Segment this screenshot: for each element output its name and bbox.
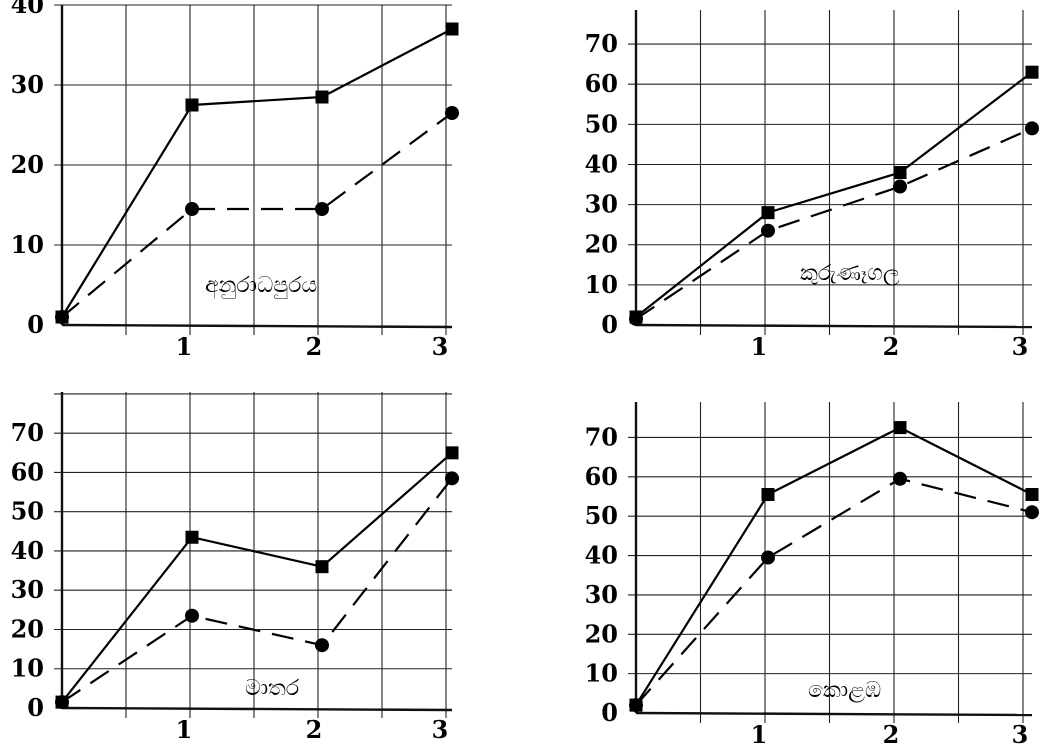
- x-axis: [635, 711, 1033, 717]
- x-tick-label: 2: [306, 715, 323, 744]
- data-point-circle: [315, 202, 329, 216]
- y-tick-label: 0: [601, 310, 618, 339]
- chart-title: කුරුණෑගල: [800, 261, 900, 286]
- data-point-square: [445, 446, 459, 460]
- data-point-square: [185, 98, 199, 112]
- y-tick-label: 40: [11, 536, 44, 565]
- chart-panel-matara: 0 10 20 30 40 50 60 70 1 2 3 මාතර: [11, 392, 459, 744]
- data-point-circle: [185, 202, 199, 216]
- y-tick-label: 40: [11, 0, 44, 19]
- x-axis: [61, 706, 453, 712]
- data-point-square: [893, 421, 907, 435]
- x-tick-label: 2: [883, 332, 900, 361]
- chart-panel-colombo: 0 10 20 30 40 50 60 70 1 2 3 කොළඹ: [585, 402, 1039, 749]
- y-tick-label: 40: [585, 541, 618, 570]
- x-tick-label: 2: [883, 720, 900, 749]
- data-point-circle: [893, 179, 907, 194]
- data-point-square: [445, 22, 459, 36]
- data-point-circle: [185, 608, 199, 623]
- x-tick-label: 1: [176, 332, 193, 361]
- x-tick-label: 3: [1012, 720, 1029, 749]
- data-point-circle: [55, 310, 69, 324]
- y-tick-label: 10: [585, 659, 618, 688]
- y-tick-label: 30: [585, 580, 618, 609]
- x-tick-label: 3: [432, 715, 449, 744]
- y-tick-label: 0: [27, 693, 44, 722]
- y-tick-label: 10: [585, 270, 618, 299]
- data-point-square: [893, 166, 907, 180]
- data-point-circle: [1025, 121, 1039, 136]
- y-tick-label: 0: [601, 698, 618, 727]
- data-point-circle: [55, 695, 69, 710]
- y-tick-label: 20: [585, 619, 618, 648]
- y-tick-label: 10: [11, 230, 44, 259]
- chart-title: කොළඹ: [808, 678, 881, 703]
- data-point-square: [1025, 488, 1039, 502]
- y-tick-label: 50: [11, 497, 44, 526]
- y-tick-label: 60: [11, 457, 44, 486]
- y-tick-label: 20: [11, 614, 44, 643]
- y-tick-label: 70: [11, 418, 44, 447]
- series-line-solid: [635, 71, 1033, 318]
- y-tick-label: 20: [585, 230, 618, 259]
- data-point-square: [315, 560, 329, 574]
- series-line-solid: [635, 426, 1033, 706]
- data-point-square: [185, 530, 199, 544]
- series-line-solid: [61, 28, 453, 318]
- data-point-circle: [1025, 505, 1039, 520]
- data-point-circle: [315, 638, 329, 653]
- y-tick-label: 70: [585, 422, 618, 451]
- data-point-circle: [761, 550, 775, 565]
- y-tick-label: 60: [585, 462, 618, 491]
- data-point-circle: [893, 471, 907, 486]
- x-axis: [635, 323, 1033, 329]
- data-point-square: [761, 206, 775, 220]
- data-point-square: [1025, 65, 1039, 79]
- y-tick-label: 0: [27, 310, 44, 339]
- x-tick-label: 1: [176, 715, 193, 744]
- series-line-dashed: [635, 477, 1033, 706]
- chart-panel-anuradhapura: 0 10 20 30 40 1 2 3 අනුරාධපුරය: [11, 0, 459, 361]
- series-line-dashed: [61, 477, 453, 704]
- x-tick-label: 1: [751, 720, 768, 749]
- x-tick-label: 3: [432, 332, 449, 361]
- y-tick-label: 60: [585, 69, 618, 98]
- x-tick-label: 2: [306, 332, 323, 361]
- data-point-circle: [629, 698, 643, 713]
- series-line-solid: [61, 451, 453, 703]
- y-tick-label: 70: [585, 29, 618, 58]
- y-tick-label: 30: [11, 70, 44, 99]
- y-tick-label: 30: [585, 190, 618, 219]
- x-tick-label: 3: [1012, 332, 1029, 361]
- y-tick-label: 10: [11, 654, 44, 683]
- chart-title: මාතර: [245, 676, 300, 701]
- data-point-circle: [761, 223, 775, 238]
- x-tick-label: 1: [751, 332, 768, 361]
- data-point-circle: [445, 106, 459, 120]
- data-point-circle: [445, 471, 459, 486]
- data-point-square: [761, 488, 775, 502]
- series-line-dashed: [61, 112, 453, 318]
- x-axis: [61, 323, 453, 329]
- series-line-dashed: [635, 127, 1033, 320]
- y-tick-label: 40: [585, 149, 618, 178]
- y-tick-label: 50: [585, 109, 618, 138]
- y-tick-label: 20: [11, 150, 44, 179]
- y-tick-label: 30: [11, 575, 44, 604]
- y-tick-label: 50: [585, 501, 618, 530]
- chart-title: අනුරාධපුරය: [205, 273, 317, 299]
- data-point-circle: [629, 311, 643, 326]
- data-point-square: [315, 90, 329, 104]
- chart-panel-kurunegala: 0 10 20 30 40 50 60 70 1 2 3 කුරුණෑගල: [585, 10, 1039, 361]
